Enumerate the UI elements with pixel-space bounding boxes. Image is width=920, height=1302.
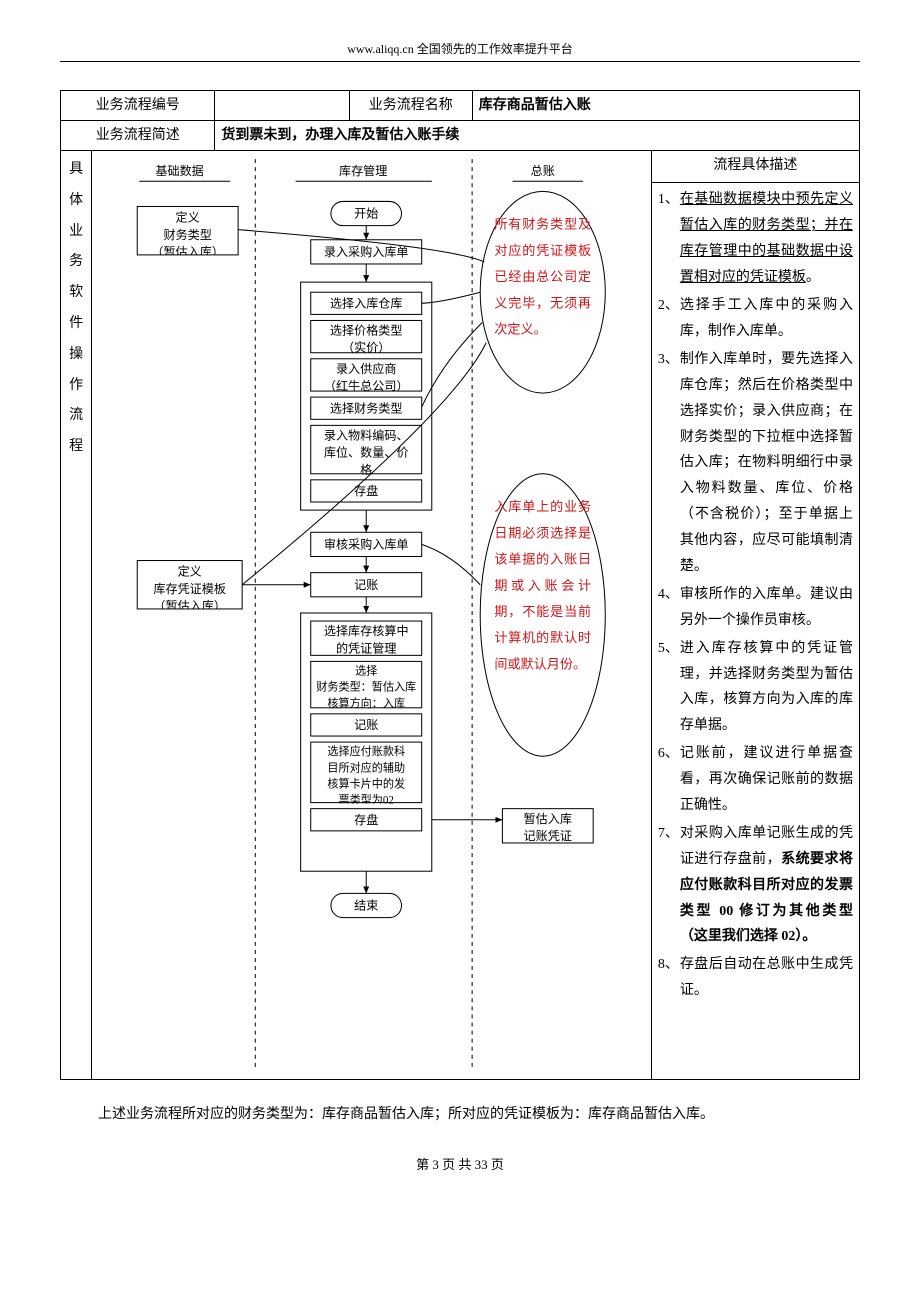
value-process-no <box>215 91 349 121</box>
value-process-brief: 货到票未到，办理入库及暂估入账手续 <box>215 121 860 151</box>
flow-diagram: 基础数据 库存管理 总账 定义 财务类型 （暂估入库） 开始 <box>92 151 652 1080</box>
node-rec-in: 录入采购入库单 <box>324 244 409 259</box>
process-table: 业务流程编号 业务流程名称 库存商品暂估入账 业务流程简述 货到票未到，办理入库… <box>60 90 860 1080</box>
node-def-fintype: 定义 财务类型 （暂估入库） <box>138 208 239 254</box>
inner-steps2: 选择库存核算中 的凭证管理 选择 财务类型：暂估入库 核算方向：入库 记账 选择… <box>311 621 422 831</box>
node-def-tpl: 定义 库存凭证模板 （暂估入库） <box>138 563 243 609</box>
desc-item: 2、选择手工入库中的采购入库，制作入库单。 <box>658 293 853 345</box>
page-header: www.aliqq.cn 全国领先的工作效率提升平台 <box>60 40 860 58</box>
desc-item: 1、在基础数据模块中预先定义暂估入库的财务类型；并在库存管理中的基础数据中设置相… <box>658 187 853 291</box>
node-result: 暂估入库 记账凭证 <box>503 810 594 844</box>
node-start: 开始 <box>354 207 378 221</box>
svg-text:选择入库仓库: 选择入库仓库 <box>330 295 403 310</box>
desc-item: 6、记账前，建议进行单据查看，再次确保记账前的数据正确性。 <box>658 741 853 819</box>
node-audit: 审核采购入库单 <box>324 536 409 551</box>
svg-text:存盘: 存盘 <box>354 812 378 827</box>
inner-steps: 选择入库仓库 选择价格类型 （实价） 录入供应商 （红牛总公司） 选择财务类型 … <box>311 292 422 502</box>
footer-paragraph: 上述业务流程所对应的财务类型为：库存商品暂估入库；所对应的凭证模板为：库存商品暂… <box>70 1102 850 1129</box>
page-number: 第 3 页 共 33 页 <box>60 1155 860 1175</box>
desc-item: 7、对采购入库单记账生成的凭证进行存盘前，系统要求将应付账款科目所对应的发票类型… <box>658 821 853 950</box>
node-posting: 记账 <box>354 578 378 592</box>
lane-label: 库存管理 <box>339 163 387 178</box>
label-process-brief: 业务流程简述 <box>61 121 215 151</box>
callout-1: 所有财务类型及对应的凭证模板已经由总公司定义完毕，无须再次定义。 <box>495 212 592 343</box>
svg-text:记账: 记账 <box>354 718 378 732</box>
label-process-no: 业务流程编号 <box>61 91 215 121</box>
svg-text:存盘: 存盘 <box>354 483 378 498</box>
desc-item: 4、审核所作的入库单。建议由另外一个操作员审核。 <box>658 582 853 634</box>
svg-text:选择财务类型: 选择财务类型 <box>330 400 403 415</box>
header-rule <box>60 61 860 62</box>
desc-title: 流程具体描述 <box>651 151 859 183</box>
desc-item: 5、进入库存核算中的凭证管理，并选择财务类型为暂估入库，核算方向为入库的库存单据… <box>658 636 853 740</box>
lane-label: 总账 <box>531 164 555 178</box>
side-label: 具体业务软件操作流程 <box>61 151 92 1080</box>
node-end: 结束 <box>354 899 378 913</box>
desc-item: 8、存盘后自动在总账中生成凭证。 <box>658 952 853 1004</box>
lane-label: 基础数据 <box>156 163 204 178</box>
desc-cell: 1、在基础数据模块中预先定义暂估入库的财务类型；并在库存管理中的基础数据中设置相… <box>651 183 859 1080</box>
label-process-name: 业务流程名称 <box>349 91 472 121</box>
desc-item: 3、制作入库单时，要先选择入库仓库；然后在价格类型中选择实价；录入供应商；在财务… <box>658 347 853 580</box>
desc-list: 1、在基础数据模块中预先定义暂估入库的财务类型；并在库存管理中的基础数据中设置相… <box>658 187 853 1004</box>
value-process-name: 库存商品暂估入账 <box>472 91 859 121</box>
callout-2: 入库单上的业务日期必须选择是该单据的入账日期或入账会计期，不能是当前计算机的默认… <box>495 494 592 678</box>
